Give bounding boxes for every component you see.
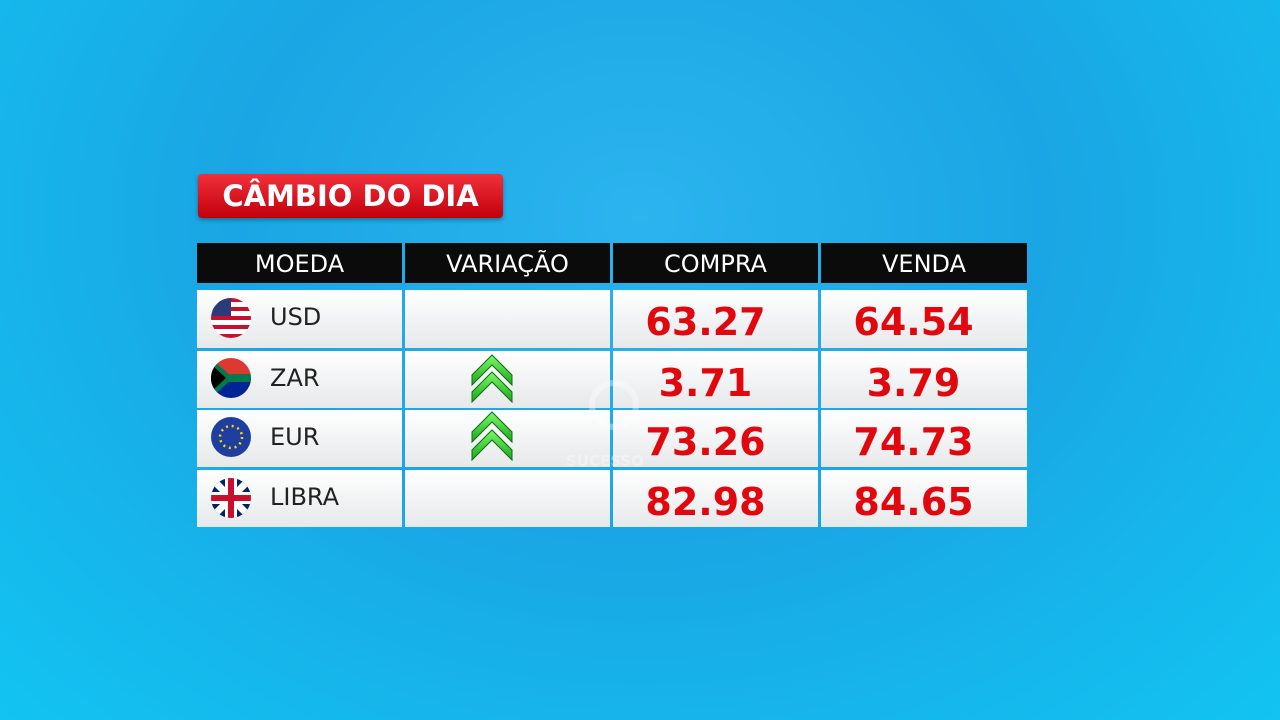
cell (821, 351, 1027, 408)
cell (821, 470, 1027, 527)
venda-value: 84.65 (853, 480, 974, 524)
cell (613, 410, 818, 467)
flag-eur (211, 417, 251, 457)
title: CÂMBIO DO DIA (198, 174, 503, 218)
currency: ZAR (270, 363, 320, 392)
compra-value: 63.27 (645, 300, 766, 344)
watermark: SUCESSO (566, 452, 644, 470)
cell (613, 290, 818, 348)
cell (821, 410, 1027, 467)
compra-value: 82.98 (645, 480, 766, 524)
watermark-logo (589, 380, 639, 430)
compra-value: 73.26 (645, 420, 766, 464)
compra-value: 3.71 (658, 361, 753, 405)
cell (405, 290, 610, 348)
header-cell: VENDA (821, 243, 1027, 283)
cell (613, 470, 818, 527)
flag-zar (211, 358, 251, 398)
arrow-up (471, 354, 513, 404)
cell (405, 470, 610, 527)
cell (405, 410, 610, 467)
header-cell: VARIAÇÃO (405, 243, 610, 283)
header-cell: MOEDA (197, 243, 402, 283)
arrow-up (471, 411, 513, 462)
cell (821, 290, 1027, 348)
venda-value: 64.54 (853, 300, 974, 344)
venda-value: 3.79 (866, 361, 961, 405)
flag-usd (211, 298, 251, 338)
header-cell: COMPRA (613, 243, 818, 283)
venda-value: 74.73 (853, 420, 974, 464)
currency: LIBRA (270, 482, 340, 511)
flag-gbp (211, 478, 251, 518)
cell (613, 351, 818, 408)
currency: EUR (270, 422, 320, 451)
currency: USD (270, 303, 322, 331)
